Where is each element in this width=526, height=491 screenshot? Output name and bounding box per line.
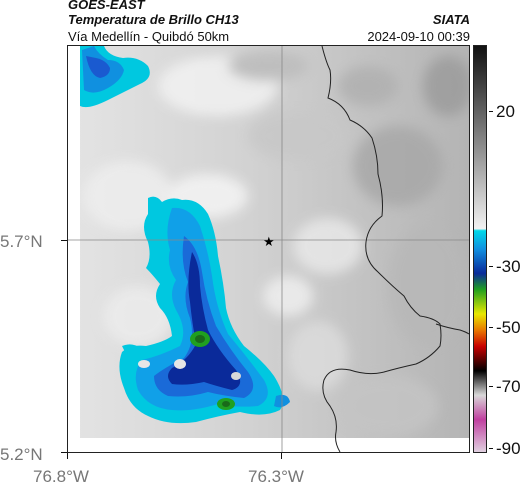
lon-label-2: 76.3°W xyxy=(248,467,304,486)
colorbar-label-4: -70 xyxy=(496,377,521,396)
convective-system xyxy=(119,196,290,424)
border-line xyxy=(321,46,442,452)
lat-tick-1 xyxy=(61,240,67,241)
colorbar-label-1: 20 xyxy=(496,102,515,121)
colorbar-label-3: -50 xyxy=(496,318,521,337)
lon-tick-1 xyxy=(67,453,68,459)
star-icon: ★ xyxy=(263,235,275,250)
route-subtitle: Vía Medellín - Quibdó 50km xyxy=(68,29,230,44)
satellite-map: ★ xyxy=(67,45,470,453)
satellite-title: GOES-EAST xyxy=(68,0,145,12)
datetime-label: 2024-09-10 00:39 xyxy=(367,29,470,44)
cold-cloud-topleft xyxy=(80,46,150,108)
lat-label-1: 5.7°N xyxy=(0,232,43,251)
lon-label-1: 76.8°W xyxy=(33,467,89,486)
colorbar-label-2: -30 xyxy=(496,257,521,276)
source-label: SIATA xyxy=(432,12,470,27)
colorbar-label-5: -90 xyxy=(496,439,521,458)
lon-tick-2 xyxy=(281,453,282,459)
colorbar-tick-4 xyxy=(489,386,493,387)
cloud-texture xyxy=(83,51,469,436)
colorbar-tick-1 xyxy=(489,111,493,112)
colorbar-tick-2 xyxy=(489,266,493,267)
colorbar-tick-5 xyxy=(489,448,493,449)
colorbar-tick-3 xyxy=(489,327,493,328)
lat-tick-2 xyxy=(61,452,67,453)
colorbar xyxy=(473,45,487,453)
lat-label-2: 5.2°N xyxy=(0,445,43,464)
colorbar-gradient xyxy=(474,46,486,452)
product-title: Temperatura de Brillo CH13 xyxy=(68,12,239,27)
